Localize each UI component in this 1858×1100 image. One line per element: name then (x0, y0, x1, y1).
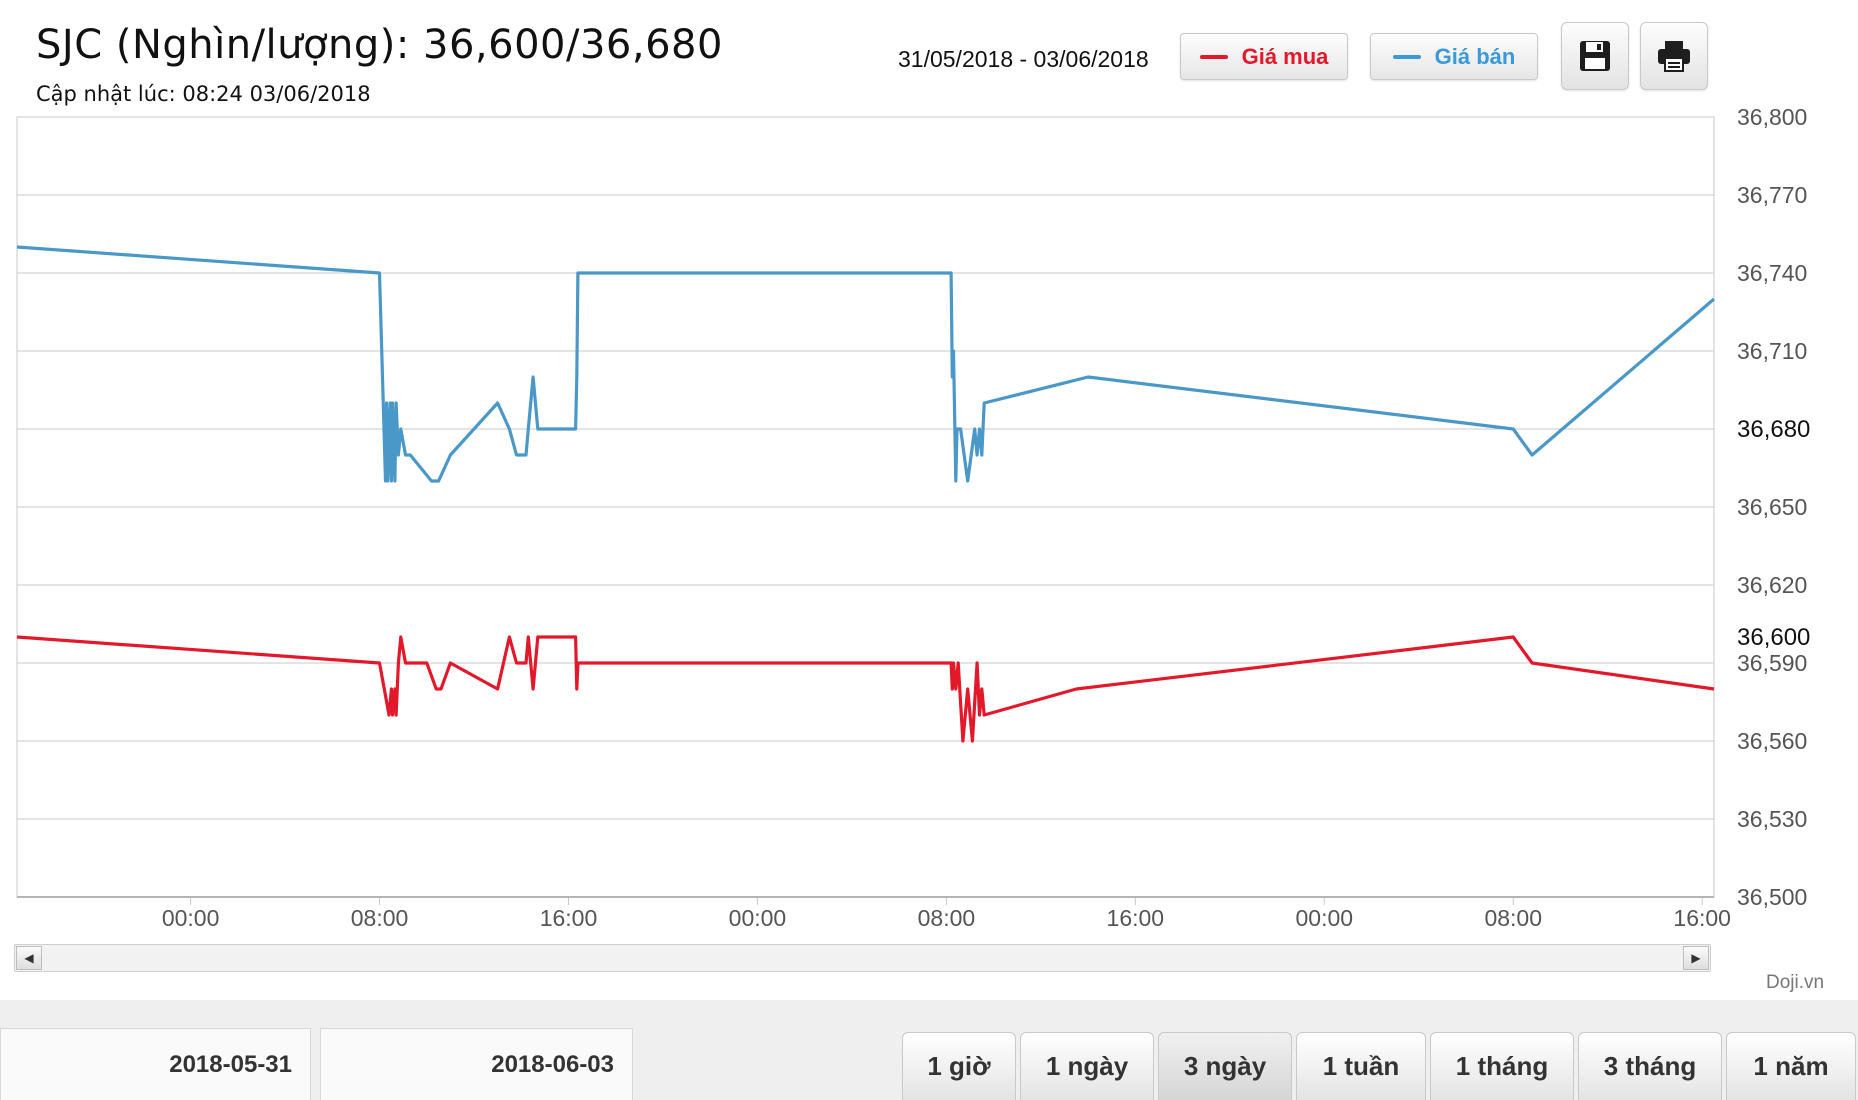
x-tick-label: 00:00 (729, 905, 787, 930)
printer-icon (1658, 41, 1690, 72)
floppy-disk-icon (1580, 41, 1610, 71)
legend-buy-toggle[interactable]: Giá mua (1180, 33, 1348, 80)
price-separator: / (566, 22, 580, 68)
legend-sell-swatch (1392, 54, 1421, 59)
highlight-value-label: 36,680 (1737, 416, 1810, 443)
y-tick-label: 36,590 (1737, 650, 1807, 676)
x-tick-label: 16:00 (540, 905, 598, 930)
x-tick-label: 16:00 (1673, 905, 1731, 930)
navigator-scrollbar[interactable]: ◀ ▶ (14, 944, 1711, 972)
x-tick-label: 08:00 (1484, 905, 1542, 930)
title-prefix: SJC (Nghìn/lượng): (36, 22, 424, 68)
period-1-year-button[interactable]: 1 năm (1726, 1032, 1856, 1100)
chevron-left-icon: ◀ (24, 951, 34, 965)
period-3-months-button[interactable]: 3 tháng (1578, 1032, 1722, 1100)
price-chart: 36,500 36,530 36,560 36,590 36,620 36,650 36,6… (16, 104, 1818, 930)
print-button[interactable] (1640, 22, 1708, 90)
y-tick-label: 36,620 (1737, 572, 1807, 598)
scroll-right-button[interactable]: ▶ (1683, 946, 1709, 970)
highlight-label-bg (1726, 621, 1818, 651)
navigator-end-date[interactable]: 2018-06-03 (320, 1028, 633, 1100)
sell-price-value: 36,680 (579, 22, 723, 68)
series-line-sell (16, 245, 1716, 483)
updated-timestamp: Cập nhật lúc: 08:24 03/06/2018 (36, 82, 371, 106)
legend-sell-label: Giá bán (1434, 43, 1516, 69)
date-range-label: 31/05/2018 - 03/06/2018 (898, 46, 1149, 72)
x-tick-label: 00:00 (162, 905, 220, 930)
source-credit: Doji.vn (1766, 972, 1825, 993)
page-title: SJC (Nghìn/lượng): 36,600/36,680 (36, 22, 723, 68)
chevron-right-icon: ▶ (1691, 951, 1701, 965)
legend-buy-swatch (1199, 54, 1228, 59)
period-1-day-button[interactable]: 1 ngày (1020, 1032, 1154, 1100)
y-tick-label: 36,740 (1737, 260, 1807, 286)
buy-price-value: 36,600 (423, 22, 566, 68)
x-tick-label: 08:00 (351, 905, 409, 930)
period-1-month-button[interactable]: 1 tháng (1430, 1032, 1574, 1100)
legend-buy-label: Giá mua (1241, 43, 1329, 69)
y-tick-label: 36,770 (1737, 182, 1807, 208)
x-tick-label: 16:00 (1107, 905, 1165, 930)
y-tick-label: 36,710 (1737, 338, 1807, 364)
period-1-week-button[interactable]: 1 tuần (1296, 1032, 1426, 1100)
y-tick-label: 36,560 (1737, 728, 1807, 754)
y-tick-label: 36,650 (1737, 494, 1807, 520)
period-3-days-button[interactable]: 3 ngày (1158, 1032, 1292, 1100)
save-button[interactable] (1561, 22, 1629, 90)
highlight-label-bg (1726, 413, 1818, 443)
x-tick-label: 08:00 (918, 905, 976, 930)
navigator-start-date[interactable]: 2018-05-31 (0, 1028, 311, 1100)
x-tick-label: 00:00 (1296, 905, 1354, 930)
y-tick-label: 36,500 (1737, 884, 1807, 910)
series-line-buy (16, 635, 1715, 743)
y-tick-label: 36,800 (1737, 104, 1807, 130)
scroll-left-button[interactable]: ◀ (16, 946, 42, 970)
period-1-hour-button[interactable]: 1 giờ (902, 1032, 1016, 1100)
y-tick-label: 36,530 (1737, 806, 1807, 832)
legend-sell-toggle[interactable]: Giá bán (1370, 33, 1538, 80)
highlight-value-label: 36,600 (1737, 624, 1810, 651)
